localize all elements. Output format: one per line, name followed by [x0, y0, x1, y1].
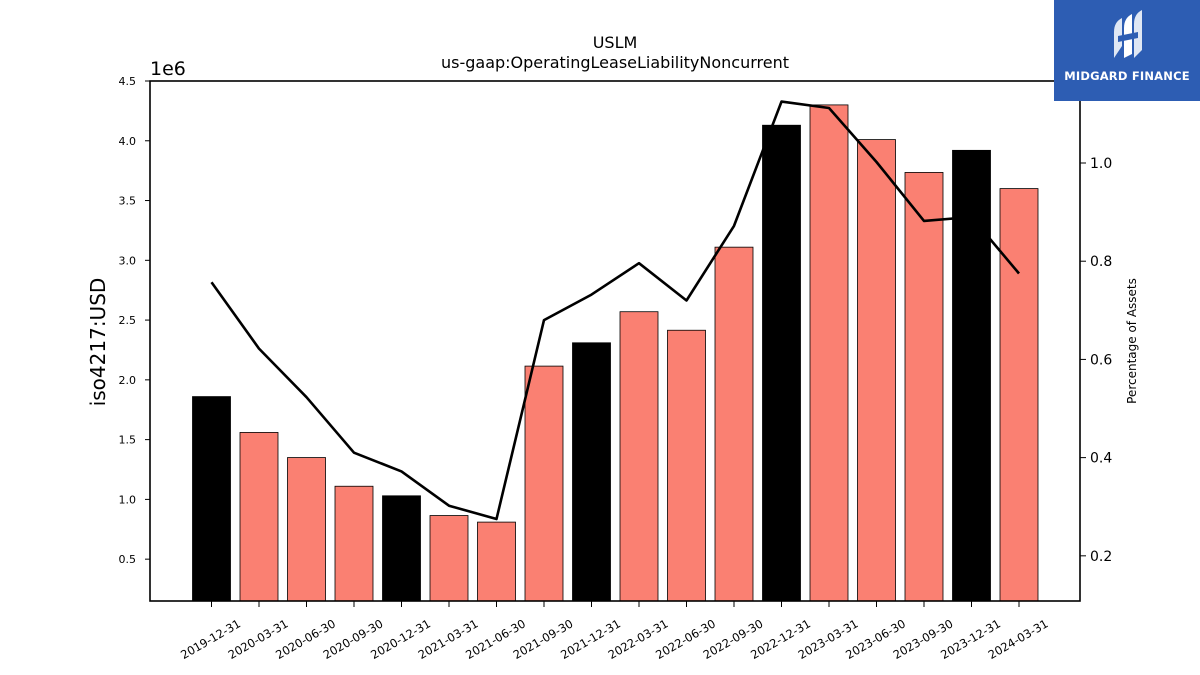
y-tick-label: 1.5 — [119, 434, 137, 447]
y2-tick-label: 0.4 — [1090, 451, 1112, 467]
y-tick-label: 2.0 — [119, 374, 137, 387]
plot-frame — [149, 80, 1081, 602]
axes — [145, 80, 1086, 607]
bar — [714, 246, 754, 602]
y-tick-label: 0.5 — [119, 553, 137, 566]
bar — [762, 124, 801, 602]
bar — [999, 188, 1039, 602]
bar — [382, 495, 421, 602]
bar — [524, 365, 564, 602]
bar — [619, 311, 659, 602]
bar — [287, 457, 326, 602]
y2-tick-label: 0.8 — [1090, 254, 1112, 270]
logo-mark-icon — [1114, 10, 1142, 58]
bar — [477, 521, 516, 602]
y-tick-label: 3.5 — [119, 195, 137, 208]
bar — [667, 329, 706, 602]
y-axis-label: iso4217:USD — [86, 278, 110, 407]
y2-tick-label: 1.0 — [1090, 156, 1112, 172]
y-offset-label: 1e6 — [150, 58, 186, 80]
bar — [952, 149, 991, 602]
bar — [239, 432, 279, 602]
chart-title: USLM — [593, 33, 638, 52]
y-tick-label: 4.0 — [119, 135, 137, 148]
y-tick-label: 3.0 — [119, 254, 137, 267]
y2-axis-label: Percentage of Assets — [1125, 278, 1139, 404]
bar — [572, 342, 611, 602]
chart-subtitle: us-gaap:OperatingLeaseLiabilityNoncurren… — [441, 53, 789, 72]
logo-text: MIDGARD FINANCE — [1064, 69, 1190, 83]
percentage-line — [210, 100, 1020, 521]
line-series — [210, 100, 1020, 521]
bar — [904, 172, 944, 602]
y-tick-label: 1.0 — [119, 493, 137, 506]
bar — [857, 139, 896, 602]
y-tick-label: 2.5 — [119, 314, 137, 327]
bar — [429, 515, 469, 602]
bar — [334, 485, 374, 602]
bar — [809, 104, 849, 602]
logo: MIDGARD FINANCE — [1054, 0, 1200, 101]
bar-series — [192, 104, 1039, 602]
y2-tick-label: 0.2 — [1090, 549, 1112, 565]
y-tick-label: 4.5 — [119, 75, 137, 88]
y2-tick-label: 0.6 — [1090, 352, 1112, 368]
bar — [192, 396, 231, 602]
